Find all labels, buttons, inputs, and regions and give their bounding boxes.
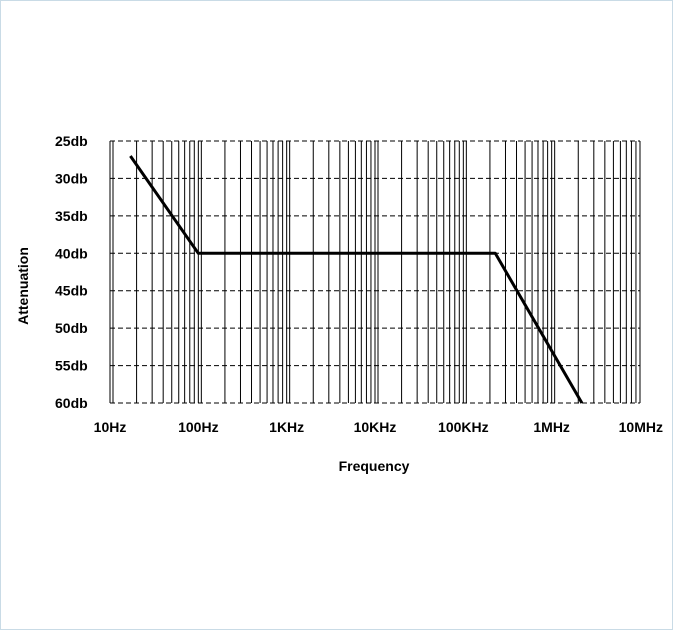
y-tick-label: 25db [55, 133, 88, 149]
y-tick-label: 50db [55, 320, 88, 336]
x-axis-title: Frequency [339, 458, 410, 474]
x-tick-label: 100KHz [438, 419, 489, 435]
y-tick-label: 60db [55, 395, 88, 411]
y-tick-label: 40db [55, 245, 88, 261]
y-tick-label: 55db [55, 358, 88, 374]
attenuation-line [129, 155, 584, 404]
y-tick-label: 35db [55, 208, 88, 224]
x-tick-label: 100Hz [178, 419, 218, 435]
x-tick-label: 10MHz [619, 419, 663, 435]
y-tick-label: 45db [55, 283, 88, 299]
y-axis-title: Attenuation [15, 247, 31, 325]
x-tick-label: 10KHz [354, 419, 397, 435]
x-tick-label: 1KHz [269, 419, 304, 435]
y-tick-label: 30db [55, 170, 88, 186]
x-tick-label: 10Hz [94, 419, 127, 435]
chart-series [129, 155, 584, 404]
x-tick-labels: 10Hz 100Hz 1KHz 10KHz 100KHz 1MHz 10MHz [94, 419, 663, 435]
x-tick-label: 1MHz [533, 419, 570, 435]
y-tick-labels: 25db 30db 35db 40db 45db 50db 55db 60db [55, 133, 88, 411]
